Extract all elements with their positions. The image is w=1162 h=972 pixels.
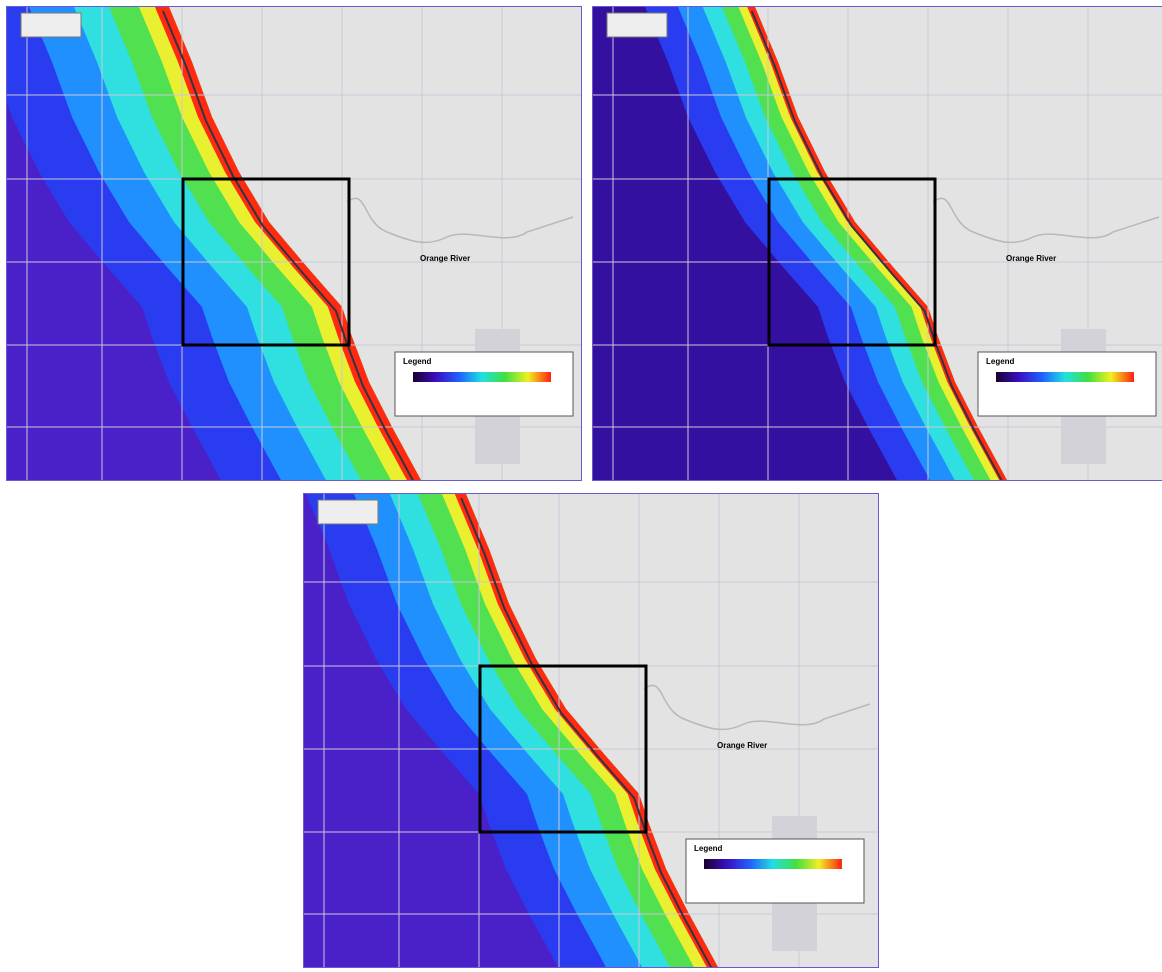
map-panel: Orange River Legend (592, 6, 1162, 481)
legend-title: Legend (986, 357, 1015, 366)
legend-colorbar (704, 859, 842, 869)
legend-title: Legend (694, 844, 723, 853)
legend-title: Legend (403, 357, 432, 366)
river-label: Orange River (717, 741, 767, 750)
legend-colorbar (996, 372, 1134, 382)
map-panel: Orange River Legend (6, 6, 582, 481)
river-label: Orange River (1006, 254, 1056, 263)
river-label: Orange River (420, 254, 470, 263)
map-panel: Orange River Legend (303, 493, 879, 968)
legend-colorbar (413, 372, 551, 382)
title-block (318, 500, 378, 524)
figure: Orange River Legend Orange River Legend Or… (0, 0, 1162, 972)
title-block (607, 13, 667, 37)
title-block (21, 13, 81, 37)
